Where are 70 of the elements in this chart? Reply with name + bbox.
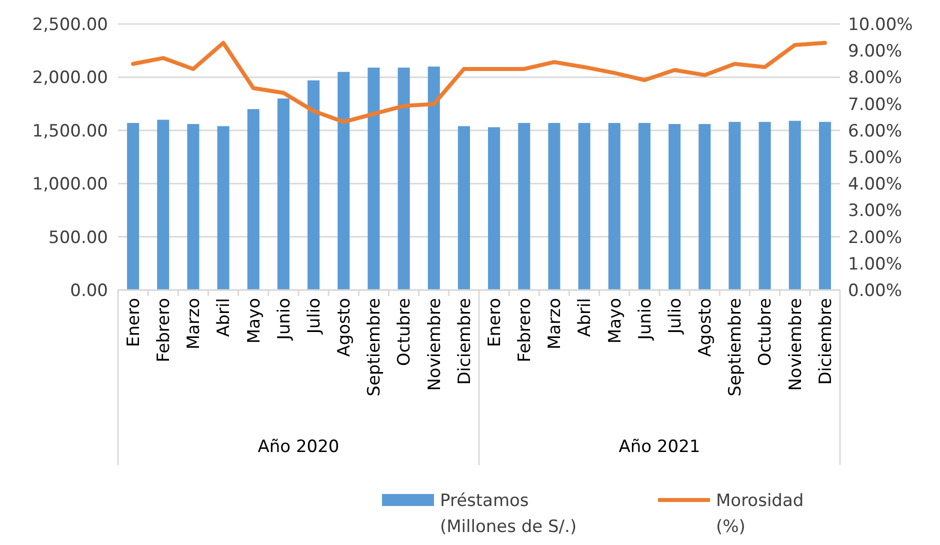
x-tick-label: Octubre <box>394 298 415 366</box>
bar <box>247 109 260 290</box>
x-tick-label: Septiembre <box>364 298 385 396</box>
x-tick-label: Febrero <box>515 298 536 362</box>
bar <box>758 122 771 290</box>
y2-tick-label: 10.00% <box>848 14 913 35</box>
y2-tick-label: 0.00% <box>848 280 902 301</box>
x-tick-label: Julio <box>304 298 324 335</box>
y2-tick-label: 6.00% <box>848 121 902 142</box>
y2-tick-label: 4.00% <box>848 174 902 195</box>
x-tick-label: Marzo <box>545 298 566 350</box>
bar <box>608 122 620 290</box>
bar <box>217 126 230 290</box>
line-series <box>131 40 827 124</box>
y2-tick-label: 5.00% <box>848 148 902 168</box>
x-tick-label: Octubre <box>756 298 776 366</box>
bar <box>458 126 470 290</box>
x-tick-label: Julio <box>665 298 686 335</box>
y-tick-label: 500.00 <box>48 228 108 248</box>
bar <box>638 122 650 290</box>
y-tick-label: 2,500.00 <box>32 14 108 35</box>
y2-tick-label: 2.00% <box>848 228 902 248</box>
y2-tick-label: 7.00% <box>848 94 902 115</box>
bar <box>698 124 711 290</box>
bar <box>728 122 741 290</box>
legend-label: Préstamos (Millones de S/.) <box>440 490 577 537</box>
bar <box>818 122 831 290</box>
bar <box>187 124 200 290</box>
y-tick-label: 1,500.00 <box>32 121 108 142</box>
x-tick-label: Abril <box>575 298 596 337</box>
y2-tick-label: 3.00% <box>848 201 902 222</box>
bar <box>428 66 440 290</box>
x-tick-label: Marzo <box>184 298 204 350</box>
x-tick-label: Abril <box>214 298 234 337</box>
y-tick-label: 1,000.00 <box>32 174 108 195</box>
legend-label: Morosidad (%) <box>716 490 804 537</box>
x-tick-label: Mayo <box>605 298 626 344</box>
bar <box>578 122 590 290</box>
text: Año 2020 <box>258 437 340 457</box>
bar <box>668 124 681 290</box>
y2-tick-label: 8.00% <box>848 68 902 88</box>
x-tick-label: Noviembre <box>424 298 445 391</box>
y-tick-label: 0.00 <box>70 280 108 301</box>
bar <box>488 127 500 290</box>
bar <box>518 122 530 290</box>
x-tick-label: Diciembre <box>454 298 475 385</box>
bar <box>788 120 801 290</box>
x-tick-label: Noviembre <box>786 298 806 391</box>
x-tick-label: Junio <box>635 298 656 341</box>
bar <box>277 98 290 290</box>
text: Año 2021 <box>618 437 700 457</box>
y-tick-label: 2,000.00 <box>32 68 108 88</box>
bar <box>157 120 170 290</box>
bar <box>127 122 140 290</box>
x-tick-label: Enero <box>124 298 144 347</box>
x-tick-label: Mayo <box>244 298 264 344</box>
x-tick-label: Agosto <box>334 298 355 357</box>
y2-tick-label: 9.00% <box>848 42 902 62</box>
x-tick-label: Junio <box>274 298 294 341</box>
bar <box>368 68 380 290</box>
bar <box>308 80 320 290</box>
bar <box>338 72 350 290</box>
x-tick-label: Agosto <box>696 298 716 357</box>
x-tick-label: Febrero <box>154 298 174 362</box>
x-tick-label: Diciembre <box>816 298 836 385</box>
y2-tick-label: 1.00% <box>848 254 902 274</box>
bar <box>398 68 410 290</box>
x-tick-label: Septiembre <box>726 298 746 396</box>
bar <box>548 122 560 290</box>
x-tick-label: Enero <box>484 298 505 347</box>
